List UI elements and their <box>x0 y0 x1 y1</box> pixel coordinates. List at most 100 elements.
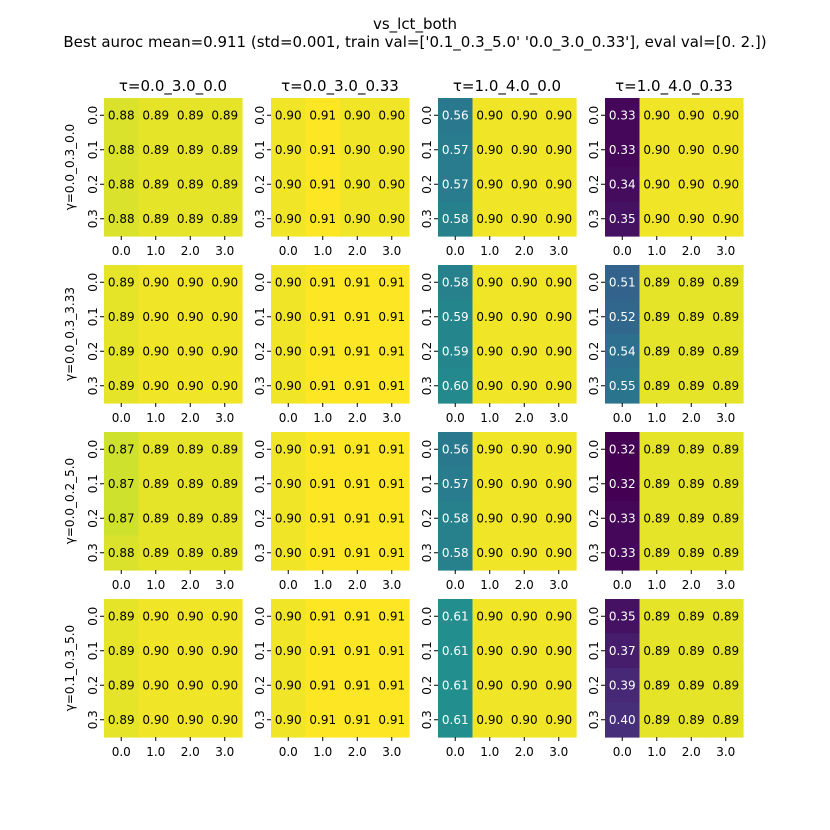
heatmap-cell <box>374 535 410 571</box>
cell-value-label: 0.91 <box>309 177 336 191</box>
heatmap-cell <box>541 501 577 537</box>
cell-value-label: 0.33 <box>609 511 636 525</box>
y-tick-label: 0.2 <box>253 509 267 528</box>
cell-value-label: 0.91 <box>309 477 336 491</box>
heatmap-cell <box>472 334 508 370</box>
cell-value-label: 0.91 <box>344 511 371 525</box>
heatmap-cell <box>271 132 307 168</box>
heatmap-cell <box>507 633 543 669</box>
y-tick-label: 0.3 <box>587 543 601 562</box>
column-title: τ=1.0_4.0_0.33 <box>615 77 733 96</box>
cell-value-label: 0.90 <box>511 713 538 727</box>
heatmap-cell <box>708 265 744 301</box>
cell-value-label: 0.90 <box>545 477 572 491</box>
x-tick-label: 3.0 <box>549 745 568 759</box>
y-tick-label: 0.3 <box>86 209 100 228</box>
y-tick-label: 0.1 <box>253 474 267 493</box>
x-tick-label: 3.0 <box>549 244 568 258</box>
row-label: γ=0.0_0.3_3.33 <box>63 287 77 381</box>
y-tick-label: 0.3 <box>420 209 434 228</box>
heatmap-panel: 0.56 0.90 0.90 0.90 0.57 0.90 0.90 0.90 0.57 0.90… <box>420 98 577 258</box>
heatmap-cell <box>340 535 376 571</box>
heatmap-cell <box>271 535 307 571</box>
heatmap-cell <box>138 432 174 468</box>
cell-value-label: 0.90 <box>476 442 503 456</box>
y-tick-label: 0.0 <box>420 607 434 626</box>
cell-value-label: 0.90 <box>545 511 572 525</box>
cell-value-label: 0.89 <box>643 477 670 491</box>
cell-value-label: 0.89 <box>712 310 739 324</box>
cell-value-label: 0.89 <box>108 275 135 289</box>
cell-value-label: 0.59 <box>442 344 469 358</box>
heatmap-cell <box>605 299 641 335</box>
cell-value-label: 0.89 <box>643 511 670 525</box>
heatmap-cell <box>374 466 410 502</box>
cell-value-label: 0.89 <box>643 275 670 289</box>
x-tick-label: 2.0 <box>348 411 367 425</box>
heatmap-cell <box>207 466 243 502</box>
cell-value-label: 0.89 <box>211 477 238 491</box>
cell-value-label: 0.90 <box>211 609 238 623</box>
heatmap-cell <box>507 201 543 237</box>
heatmap-cell <box>472 167 508 203</box>
cell-value-label: 0.91 <box>344 275 371 289</box>
cell-value-label: 0.91 <box>309 678 336 692</box>
cell-value-label: 0.90 <box>545 609 572 623</box>
x-tick-label: 2.0 <box>181 411 200 425</box>
heatmap-cell <box>173 599 209 635</box>
cell-value-label: 0.91 <box>309 379 336 393</box>
cell-value-label: 0.90 <box>476 713 503 727</box>
heatmap-cell <box>708 334 744 370</box>
y-tick-label: 0.1 <box>587 474 601 493</box>
cell-value-label: 0.87 <box>108 442 135 456</box>
heatmap-cell <box>138 599 174 635</box>
x-tick-label: 3.0 <box>549 578 568 592</box>
cell-value-label: 0.89 <box>211 108 238 122</box>
heatmap-cell <box>173 334 209 370</box>
cell-value-label: 0.89 <box>712 275 739 289</box>
heatmap-cell <box>340 702 376 738</box>
cell-value-label: 0.56 <box>442 442 469 456</box>
heatmap-cell <box>374 702 410 738</box>
heatmap-cell <box>173 702 209 738</box>
cell-value-label: 0.90 <box>177 344 204 358</box>
x-tick-label: 1.0 <box>647 244 666 258</box>
cell-value-label: 0.91 <box>378 678 405 692</box>
heatmap-cell <box>207 668 243 704</box>
heatmap-cell <box>207 501 243 537</box>
heatmap-cell <box>708 98 744 134</box>
heatmap-cell <box>438 501 474 537</box>
cell-value-label: 0.61 <box>442 678 469 692</box>
x-tick-label: 2.0 <box>515 244 534 258</box>
cell-value-label: 0.90 <box>275 442 302 456</box>
cell-value-label: 0.87 <box>108 477 135 491</box>
heatmap-panel: 0.90 0.91 0.90 0.90 0.90 0.91 0.90 0.90 0.90 0.91… <box>253 98 410 258</box>
cell-value-label: 0.89 <box>142 177 169 191</box>
y-tick-label: 0.1 <box>420 641 434 660</box>
cell-value-label: 0.91 <box>309 108 336 122</box>
x-tick-label: 2.0 <box>348 244 367 258</box>
cell-value-label: 0.90 <box>211 678 238 692</box>
cell-value-label: 0.89 <box>108 609 135 623</box>
y-tick-label: 0.2 <box>420 175 434 194</box>
heatmap-cell <box>340 299 376 335</box>
cell-value-label: 0.90 <box>177 275 204 289</box>
cell-value-label: 0.54 <box>609 344 636 358</box>
y-tick-label: 0.0 <box>253 607 267 626</box>
heatmap-cell <box>207 334 243 370</box>
cell-value-label: 0.89 <box>108 310 135 324</box>
heatmap-cell <box>674 334 710 370</box>
x-tick-label: 0.0 <box>613 745 632 759</box>
heatmap-cell <box>674 702 710 738</box>
y-tick-label: 0.1 <box>86 307 100 326</box>
cell-value-label: 0.90 <box>712 143 739 157</box>
heatmap-cell <box>305 299 341 335</box>
cell-value-label: 0.89 <box>142 442 169 456</box>
heatmap-cell <box>305 265 341 301</box>
cell-value-label: 0.91 <box>344 644 371 658</box>
cell-value-label: 0.90 <box>142 344 169 358</box>
heatmap-cell <box>507 265 543 301</box>
heatmap-cell <box>207 132 243 168</box>
cell-value-label: 0.90 <box>712 177 739 191</box>
x-tick-label: 1.0 <box>647 578 666 592</box>
